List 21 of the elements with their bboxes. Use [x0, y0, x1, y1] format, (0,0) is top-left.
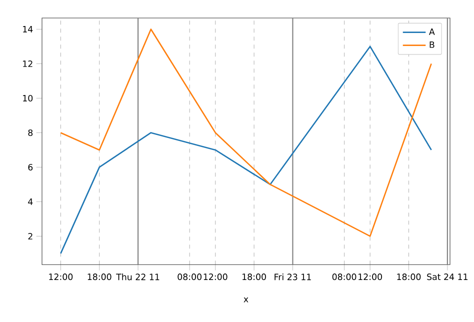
x-tick-label: 12:00 — [204, 274, 228, 280]
legend-label: B — [430, 41, 434, 48]
x-tick-label: Fri 23 11 — [274, 274, 311, 280]
y-tick-label: 14 — [23, 26, 33, 32]
y-tick-label: 4 — [28, 198, 33, 205]
x-tick-label: 12:00 — [358, 274, 382, 280]
y-tick-label: 2 — [28, 233, 32, 240]
y-tick-label: 12 — [23, 60, 32, 67]
x-tick-label: 08:00 — [332, 274, 356, 280]
x-tick-label: 18:00 — [88, 274, 112, 280]
x-tick-label: 08:00 — [178, 274, 202, 280]
x-tick-label: 12:00 — [49, 274, 73, 280]
legend-label: A — [429, 28, 435, 35]
y-tick-label: 8 — [28, 129, 33, 136]
x-axis-title: x — [244, 298, 248, 302]
y-tick-label: 10 — [23, 94, 33, 102]
x-tick-label: Thu 22 11 — [116, 274, 160, 280]
x-tick-label: 18:00 — [242, 274, 266, 280]
y-tick-label: 6 — [28, 164, 33, 170]
x-tick-label: 18:00 — [397, 274, 421, 280]
x-tick-label: Sat 24 11 — [427, 274, 468, 280]
